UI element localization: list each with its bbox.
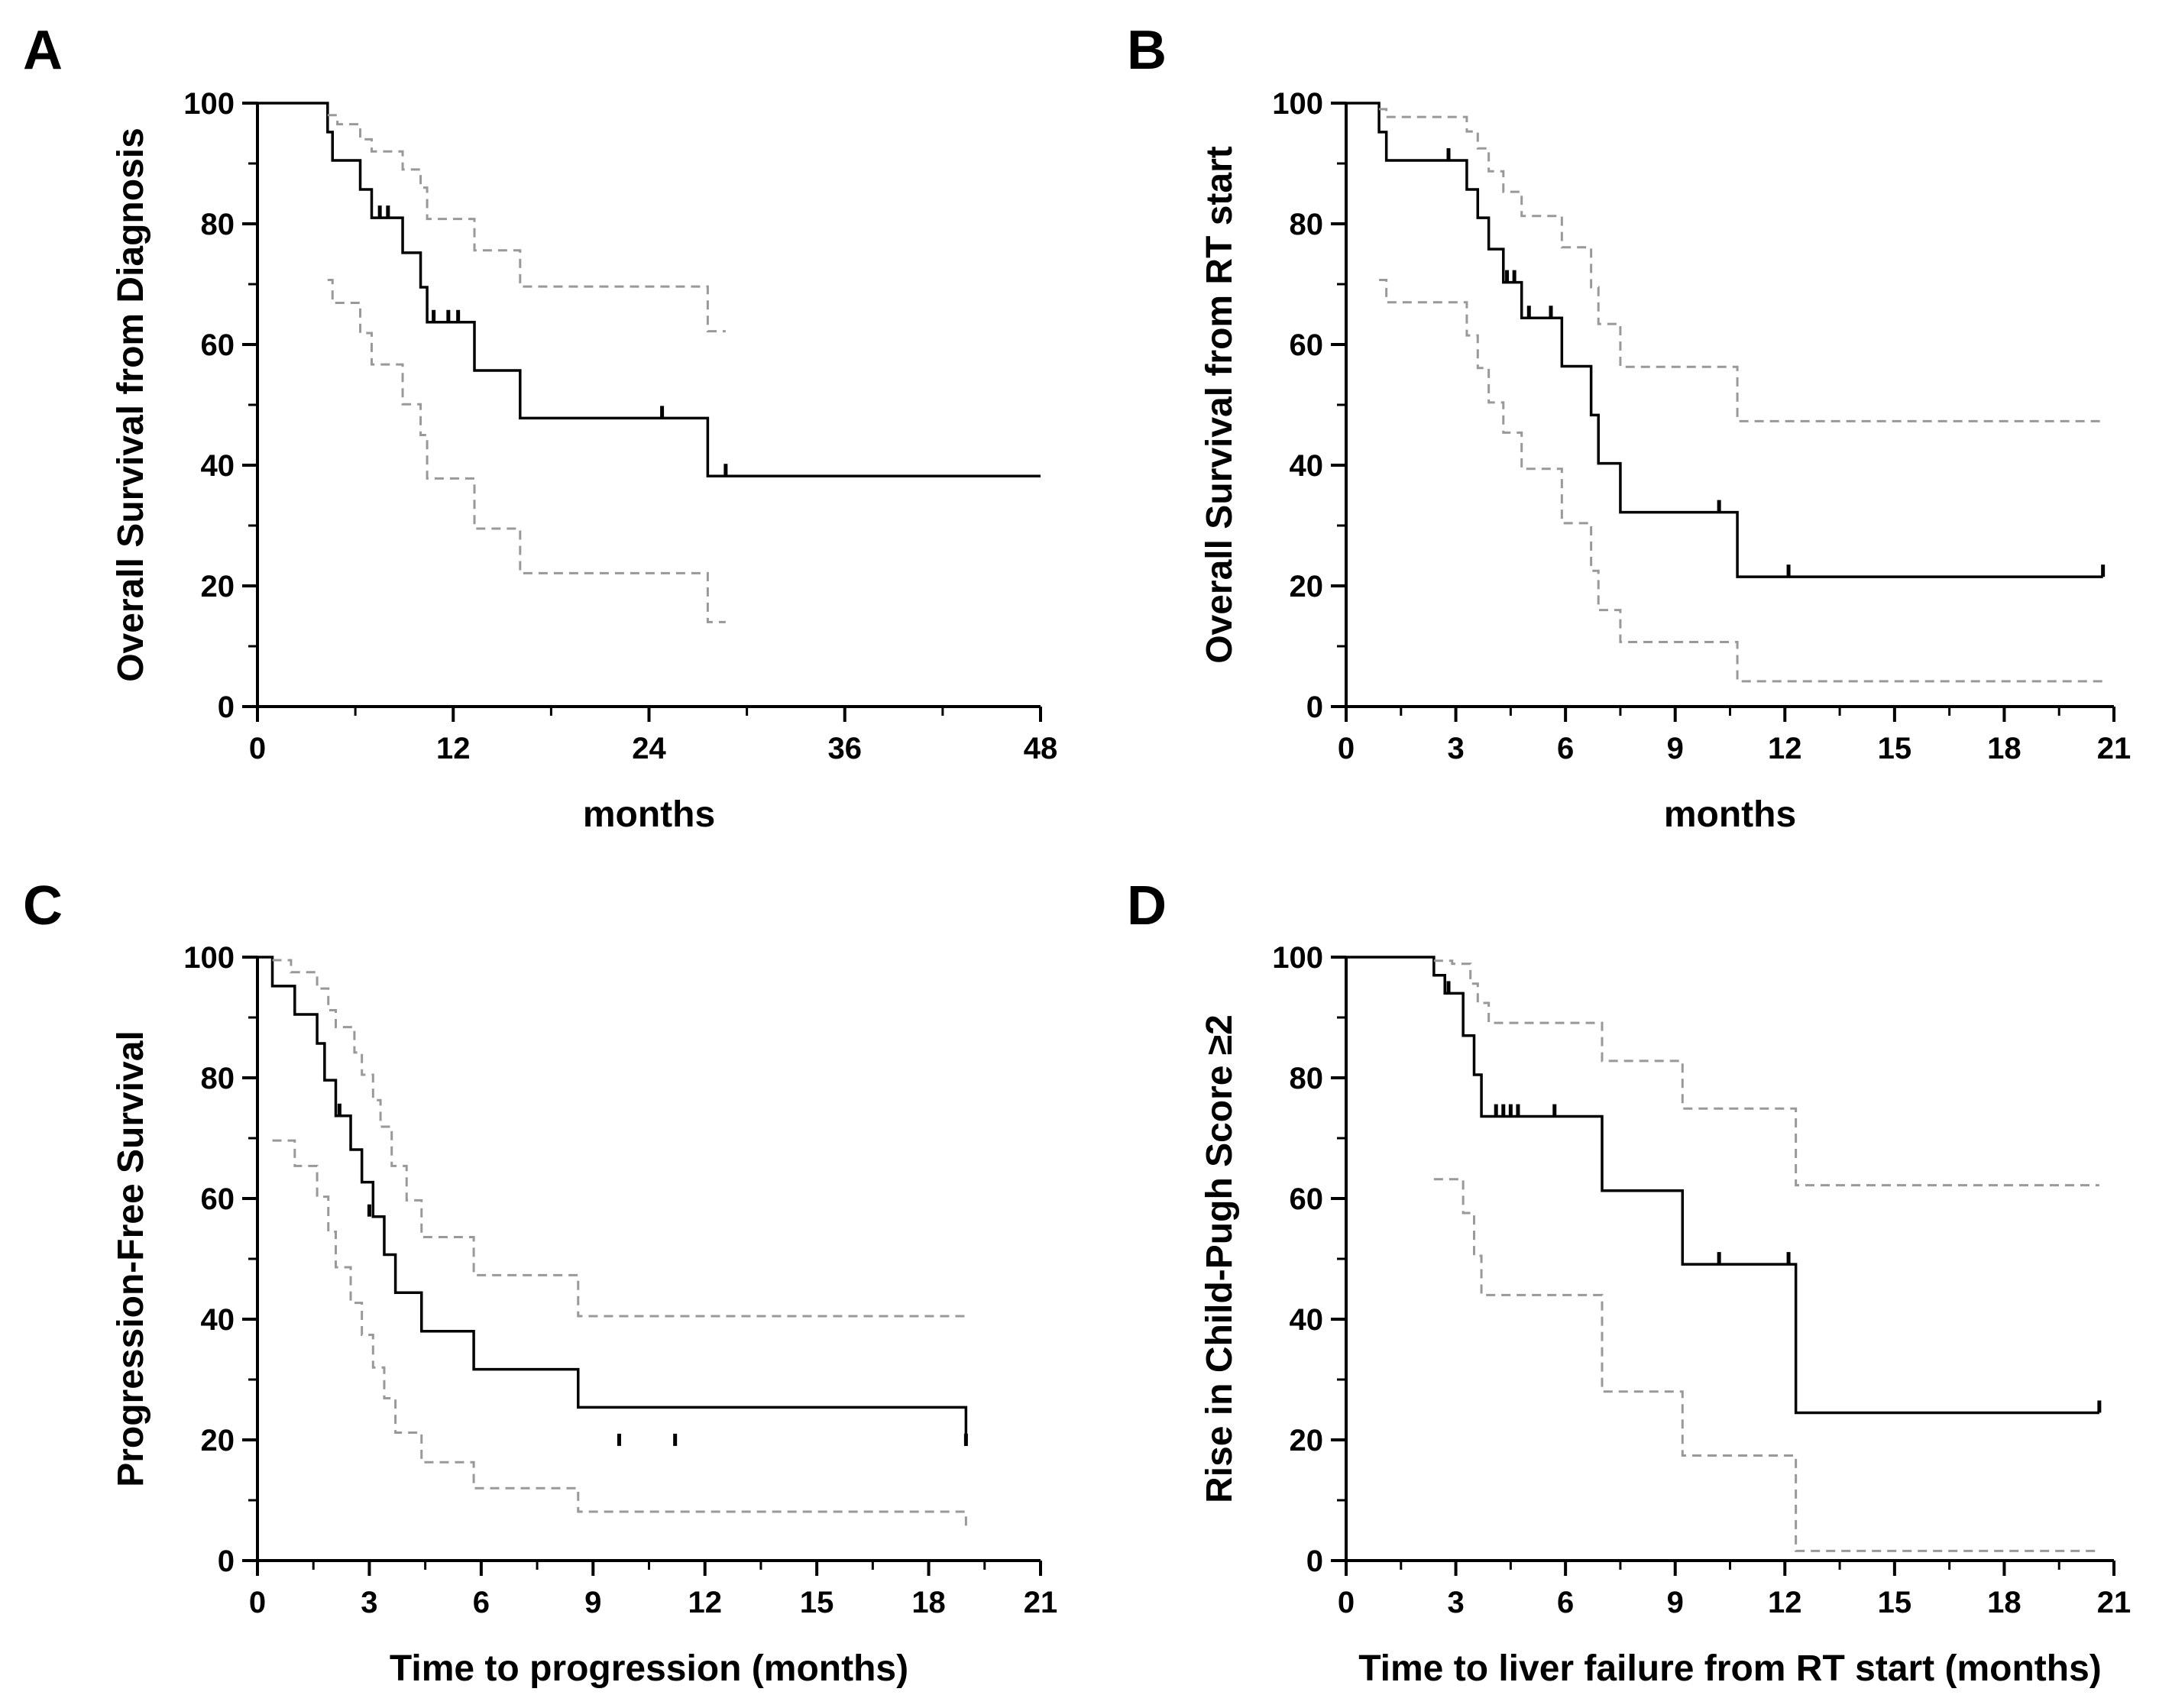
x-tick-label: 3 <box>361 1586 377 1619</box>
panel-letter: D <box>1127 875 1167 936</box>
y-tick-label: 80 <box>1290 208 1324 241</box>
x-tick-label: 6 <box>473 1586 490 1619</box>
y-tick-label: 80 <box>201 1062 235 1095</box>
y-tick-label: 80 <box>201 208 235 241</box>
y-tick-label: 60 <box>1290 1182 1324 1216</box>
panel-letter: B <box>1127 20 1167 81</box>
y-tick-label: 80 <box>1290 1062 1324 1095</box>
y-tick-label: 0 <box>218 691 235 724</box>
ci-lower-curve <box>1379 278 2103 683</box>
panel-a: A 0 12 24 36 48 0 20 40 60 80 100 months Overall Surv… <box>23 20 1057 835</box>
ci-upper-curve <box>272 959 966 1318</box>
y-tick-label: 40 <box>1290 1303 1324 1337</box>
x-tick-label: 12 <box>1768 732 1802 765</box>
x-tick-label: 18 <box>911 1586 946 1619</box>
y-tick-label: 20 <box>1290 570 1324 603</box>
y-tick-label: 0 <box>1306 691 1323 724</box>
panel-letter: C <box>23 875 63 936</box>
x-tick-label: 9 <box>584 1586 601 1619</box>
y-tick-label: 60 <box>201 328 235 362</box>
ci-upper-curve <box>327 114 726 333</box>
x-tick-label: 21 <box>2097 732 2132 765</box>
y-tick-label: 0 <box>218 1545 235 1578</box>
ci-lower-curve <box>272 1139 967 1532</box>
y-tick-label: 60 <box>1290 328 1324 362</box>
x-tick-label: 21 <box>2097 1586 2132 1619</box>
x-tick-label: 12 <box>688 1586 722 1619</box>
y-tick-label: 100 <box>1272 941 1323 975</box>
ci-lower-curve <box>327 278 726 623</box>
y-axis-label: Progression-Free Survival <box>111 1030 151 1487</box>
survival-curve <box>257 102 1041 477</box>
x-tick-label: 18 <box>1987 732 2021 765</box>
x-axis-label: months <box>583 794 715 835</box>
x-axis-label: Time to progression (months) <box>390 1648 908 1689</box>
y-tick-label: 40 <box>201 1303 235 1337</box>
x-tick-label: 12 <box>436 732 471 765</box>
x-tick-label: 15 <box>1878 1586 1912 1619</box>
y-axis-label: Rise in Child-Pugh Score ≥2 <box>1199 1014 1240 1503</box>
x-tick-label: 0 <box>249 1586 266 1619</box>
x-tick-label: 6 <box>1557 732 1574 765</box>
y-tick-label: 100 <box>1272 87 1323 121</box>
y-axis-label: Overall Survival from RT start <box>1199 146 1240 664</box>
x-tick-label: 15 <box>800 1586 834 1619</box>
ci-upper-curve <box>1379 108 2103 422</box>
y-tick-label: 40 <box>1290 449 1324 483</box>
x-tick-label: 0 <box>1338 732 1355 765</box>
x-tick-label: 3 <box>1447 732 1464 765</box>
x-tick-label: 12 <box>1768 1586 1802 1619</box>
x-axis-label: Time to liver failure from RT start (mon… <box>1358 1648 2102 1689</box>
y-tick-label: 20 <box>201 570 235 603</box>
x-tick-label: 36 <box>828 732 863 765</box>
x-tick-label: 0 <box>1338 1586 1355 1619</box>
x-axis-label: months <box>1664 794 1796 835</box>
panel-letter: A <box>23 20 63 81</box>
x-tick-label: 15 <box>1878 732 1912 765</box>
survival-curve <box>1346 956 2099 1415</box>
x-tick-label: 18 <box>1987 1586 2021 1619</box>
y-tick-label: 100 <box>183 87 235 121</box>
y-tick-label: 0 <box>1306 1545 1323 1578</box>
ci-lower-curve <box>1433 1178 2099 1552</box>
y-tick-label: 20 <box>201 1424 235 1457</box>
x-tick-label: 48 <box>1024 732 1058 765</box>
x-tick-label: 3 <box>1447 1586 1464 1619</box>
y-axis-label: Overall Survival from Diagnosis <box>111 128 151 682</box>
y-tick-label: 100 <box>183 941 235 975</box>
x-tick-label: 21 <box>1024 1586 1058 1619</box>
x-tick-label: 9 <box>1667 732 1684 765</box>
y-tick-label: 20 <box>1290 1424 1324 1457</box>
panel-d: D 0 3 6 9 12 15 18 21 0 20 40 60 80 100 Time to liver f… <box>1127 875 2131 1689</box>
x-tick-label: 9 <box>1667 1586 1684 1619</box>
survival-curve <box>257 956 968 1446</box>
y-tick-label: 60 <box>201 1182 235 1216</box>
panel-b: B 0 3 6 9 12 15 18 21 0 20 40 60 80 100 months Overall S… <box>1127 20 2131 835</box>
x-tick-label: 24 <box>632 732 666 765</box>
y-tick-label: 40 <box>201 449 235 483</box>
x-tick-label: 6 <box>1557 1586 1574 1619</box>
ci-upper-curve <box>1433 959 2099 1187</box>
panel-c: C 0 3 6 9 12 15 18 21 0 20 40 60 80 100 Time to progres… <box>23 875 1057 1689</box>
survival-curve <box>1346 102 2103 578</box>
x-tick-label: 0 <box>249 732 266 765</box>
